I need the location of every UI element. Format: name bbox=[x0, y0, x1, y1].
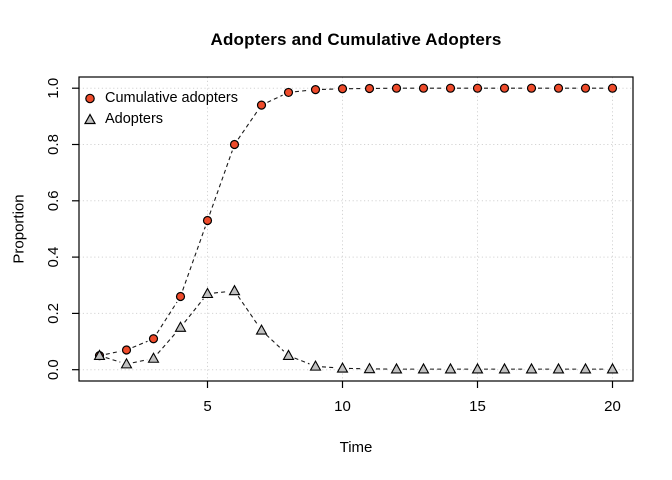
series-line-segment bbox=[294, 89, 310, 93]
data-point-circle bbox=[148, 334, 159, 344]
legend-label-cumulative: Cumulative adopters bbox=[105, 89, 238, 106]
data-point-circle bbox=[499, 83, 510, 93]
x-tick-label: 10 bbox=[334, 398, 351, 415]
legend-circle-icon bbox=[85, 93, 95, 103]
data-point-circle bbox=[472, 83, 483, 93]
legend: Cumulative adopters Adopters bbox=[82, 87, 238, 129]
series-line-segment bbox=[209, 150, 233, 215]
series-line-segment bbox=[267, 94, 283, 103]
data-point-triangle bbox=[201, 287, 214, 299]
data-point-circle bbox=[283, 87, 294, 98]
y-tick-label: 1.0 bbox=[45, 78, 62, 99]
data-point-circle bbox=[229, 139, 240, 150]
legend-item-adopters: Adopters bbox=[82, 108, 238, 129]
y-tick-label: 0.4 bbox=[45, 247, 62, 268]
data-point-triangle bbox=[363, 362, 376, 374]
data-point-circle bbox=[256, 100, 267, 110]
data-point-triangle bbox=[390, 362, 403, 374]
series-line-segment bbox=[237, 110, 259, 140]
legend-triangle-icon bbox=[83, 112, 97, 124]
data-point-triangle bbox=[498, 362, 511, 374]
series-line-segment bbox=[265, 334, 285, 352]
data-point-circle bbox=[175, 291, 186, 302]
data-point-triangle bbox=[579, 362, 592, 374]
data-point-circle bbox=[121, 345, 132, 355]
y-tick-label: 0.0 bbox=[45, 359, 62, 380]
series-line-segment bbox=[294, 357, 310, 365]
series-line-segment bbox=[105, 350, 121, 355]
y-axis-title: Proportion bbox=[10, 194, 28, 264]
series-line-segment bbox=[184, 298, 204, 323]
y-tick-label: 0.6 bbox=[45, 190, 62, 211]
y-tick-label: 0.2 bbox=[45, 303, 62, 324]
legend-label-adopters: Adopters bbox=[105, 110, 164, 127]
data-point-triangle bbox=[471, 362, 484, 374]
data-point-triangle bbox=[309, 359, 322, 371]
series-line-segment bbox=[132, 340, 148, 349]
data-point-triangle bbox=[606, 362, 619, 374]
data-point-triangle bbox=[120, 357, 133, 369]
data-point-triangle bbox=[552, 362, 565, 374]
data-point-circle bbox=[445, 83, 456, 93]
data-point-triangle bbox=[228, 284, 241, 296]
data-point-circle bbox=[526, 83, 537, 93]
legend-item-cumulative: Cumulative adopters bbox=[82, 87, 238, 108]
data-point-circle bbox=[580, 83, 591, 93]
series-line-segment bbox=[182, 226, 206, 291]
x-axis-title: Time bbox=[339, 439, 373, 456]
chart-title: Adopters and Cumulative Adopters bbox=[210, 30, 502, 49]
data-point-triangle bbox=[147, 352, 160, 363]
x-tick-label: 15 bbox=[469, 398, 486, 415]
data-point-triangle bbox=[417, 362, 430, 374]
data-point-triangle bbox=[255, 323, 268, 335]
x-tick-label: 5 bbox=[203, 398, 211, 415]
series-line-segment bbox=[132, 359, 148, 364]
data-point-triangle bbox=[525, 362, 538, 374]
series-line-segment bbox=[105, 357, 121, 363]
y-tick-label: 0.8 bbox=[45, 134, 62, 155]
plot-frame bbox=[78, 76, 634, 382]
series-line-segment bbox=[157, 332, 177, 354]
x-tick-label: 20 bbox=[604, 398, 621, 415]
data-point-circle bbox=[553, 83, 564, 93]
data-point-circle bbox=[337, 84, 348, 94]
data-point-circle bbox=[202, 215, 213, 226]
data-point-circle bbox=[607, 83, 618, 93]
data-point-circle bbox=[418, 83, 429, 93]
data-point-triangle bbox=[174, 321, 187, 332]
series-line-segment bbox=[213, 291, 229, 294]
data-point-circle bbox=[391, 83, 402, 93]
data-point-triangle bbox=[93, 349, 106, 360]
series-line-segment bbox=[156, 301, 178, 334]
data-point-triangle bbox=[444, 362, 457, 374]
data-point-triangle bbox=[282, 349, 295, 360]
series-line-segment bbox=[237, 295, 259, 326]
data-point-circle bbox=[310, 85, 321, 95]
series-line-segment bbox=[321, 366, 337, 369]
data-point-triangle bbox=[336, 361, 349, 373]
data-point-circle bbox=[364, 83, 375, 94]
